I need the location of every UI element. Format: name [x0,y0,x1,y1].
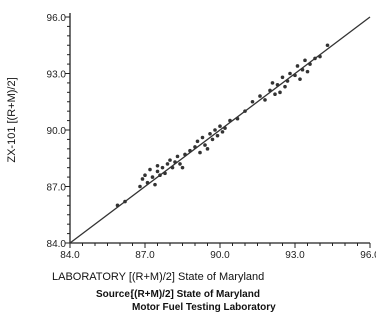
data-point [298,77,302,81]
x-tick-label: 84.0 [60,250,80,261]
data-point [268,88,272,93]
data-point [285,79,290,83]
data-point [300,67,305,72]
data-point [195,139,200,144]
data-point [235,116,240,121]
data-point [180,165,185,170]
data-point [325,43,330,48]
source-line-1: [(R+M)/2] State of Maryland [130,289,260,300]
data-point [153,182,157,187]
data-point [243,109,247,113]
data-point [263,98,267,102]
data-point [198,150,202,155]
data-point [275,83,280,87]
x-tick-label: 96.0 [360,250,376,261]
data-point [193,145,197,149]
data-point [183,152,187,157]
data-point [278,90,282,95]
data-point [165,162,170,166]
data-point [155,169,160,174]
source-label: Source: [96,289,134,300]
y-tick-label: 90.0 [47,126,67,137]
data-point [258,94,262,98]
data-point [313,56,317,61]
data-point [228,118,232,123]
data-point [158,173,162,177]
data-point [173,160,177,164]
data-point [143,173,147,177]
data-point [205,147,210,151]
data-point [188,148,192,153]
data-point [170,165,175,170]
y-tick-label: 93.0 [47,70,67,81]
data-point [250,99,255,104]
data-point [150,175,155,179]
data-point [213,128,217,132]
data-point [270,81,275,85]
data-point [168,158,172,162]
data-point [178,162,182,166]
y-tick-label: 96.0 [47,13,67,24]
y-tick-label: 84.0 [47,239,67,250]
data-point [280,75,285,80]
data-point [318,54,322,59]
y-tick-label: 87.0 [47,183,67,194]
data-point [308,62,312,66]
data-point [208,131,212,136]
data-point [303,58,307,63]
y-axis-label: ZX-101 [(R+M)/2] [6,77,18,163]
x-axis-label: LABORATORY [(R+M)/2] State of Maryland [52,271,265,283]
data-point [115,203,120,208]
x-tick-label: 90.0 [210,250,230,261]
source-note: Source: [(R+M)/2] State of Maryland Moto… [96,288,276,314]
data-point [163,171,167,176]
data-point [288,71,292,76]
data-point [223,126,227,130]
data-point [155,163,160,168]
data-point [148,167,152,172]
data-point [160,165,165,170]
data-point [295,64,300,68]
x-tick-label: 87.0 [135,250,155,261]
data-point [273,92,277,97]
reference-line [69,16,371,244]
x-tick-label: 93.0 [285,250,305,261]
data-point [203,143,207,147]
data-point [200,135,205,140]
data-point [145,180,150,185]
data-point [305,69,310,74]
data-point [123,199,127,204]
data-point [283,84,287,89]
data-point [175,154,180,159]
data-point [220,130,225,134]
data-point [215,133,220,138]
data-point [140,177,145,181]
data-point [293,73,297,78]
data-point [218,124,222,129]
source-line-2: Motor Fuel Testing Laboratory [132,302,276,313]
data-point [210,137,215,142]
data-point [138,184,142,189]
